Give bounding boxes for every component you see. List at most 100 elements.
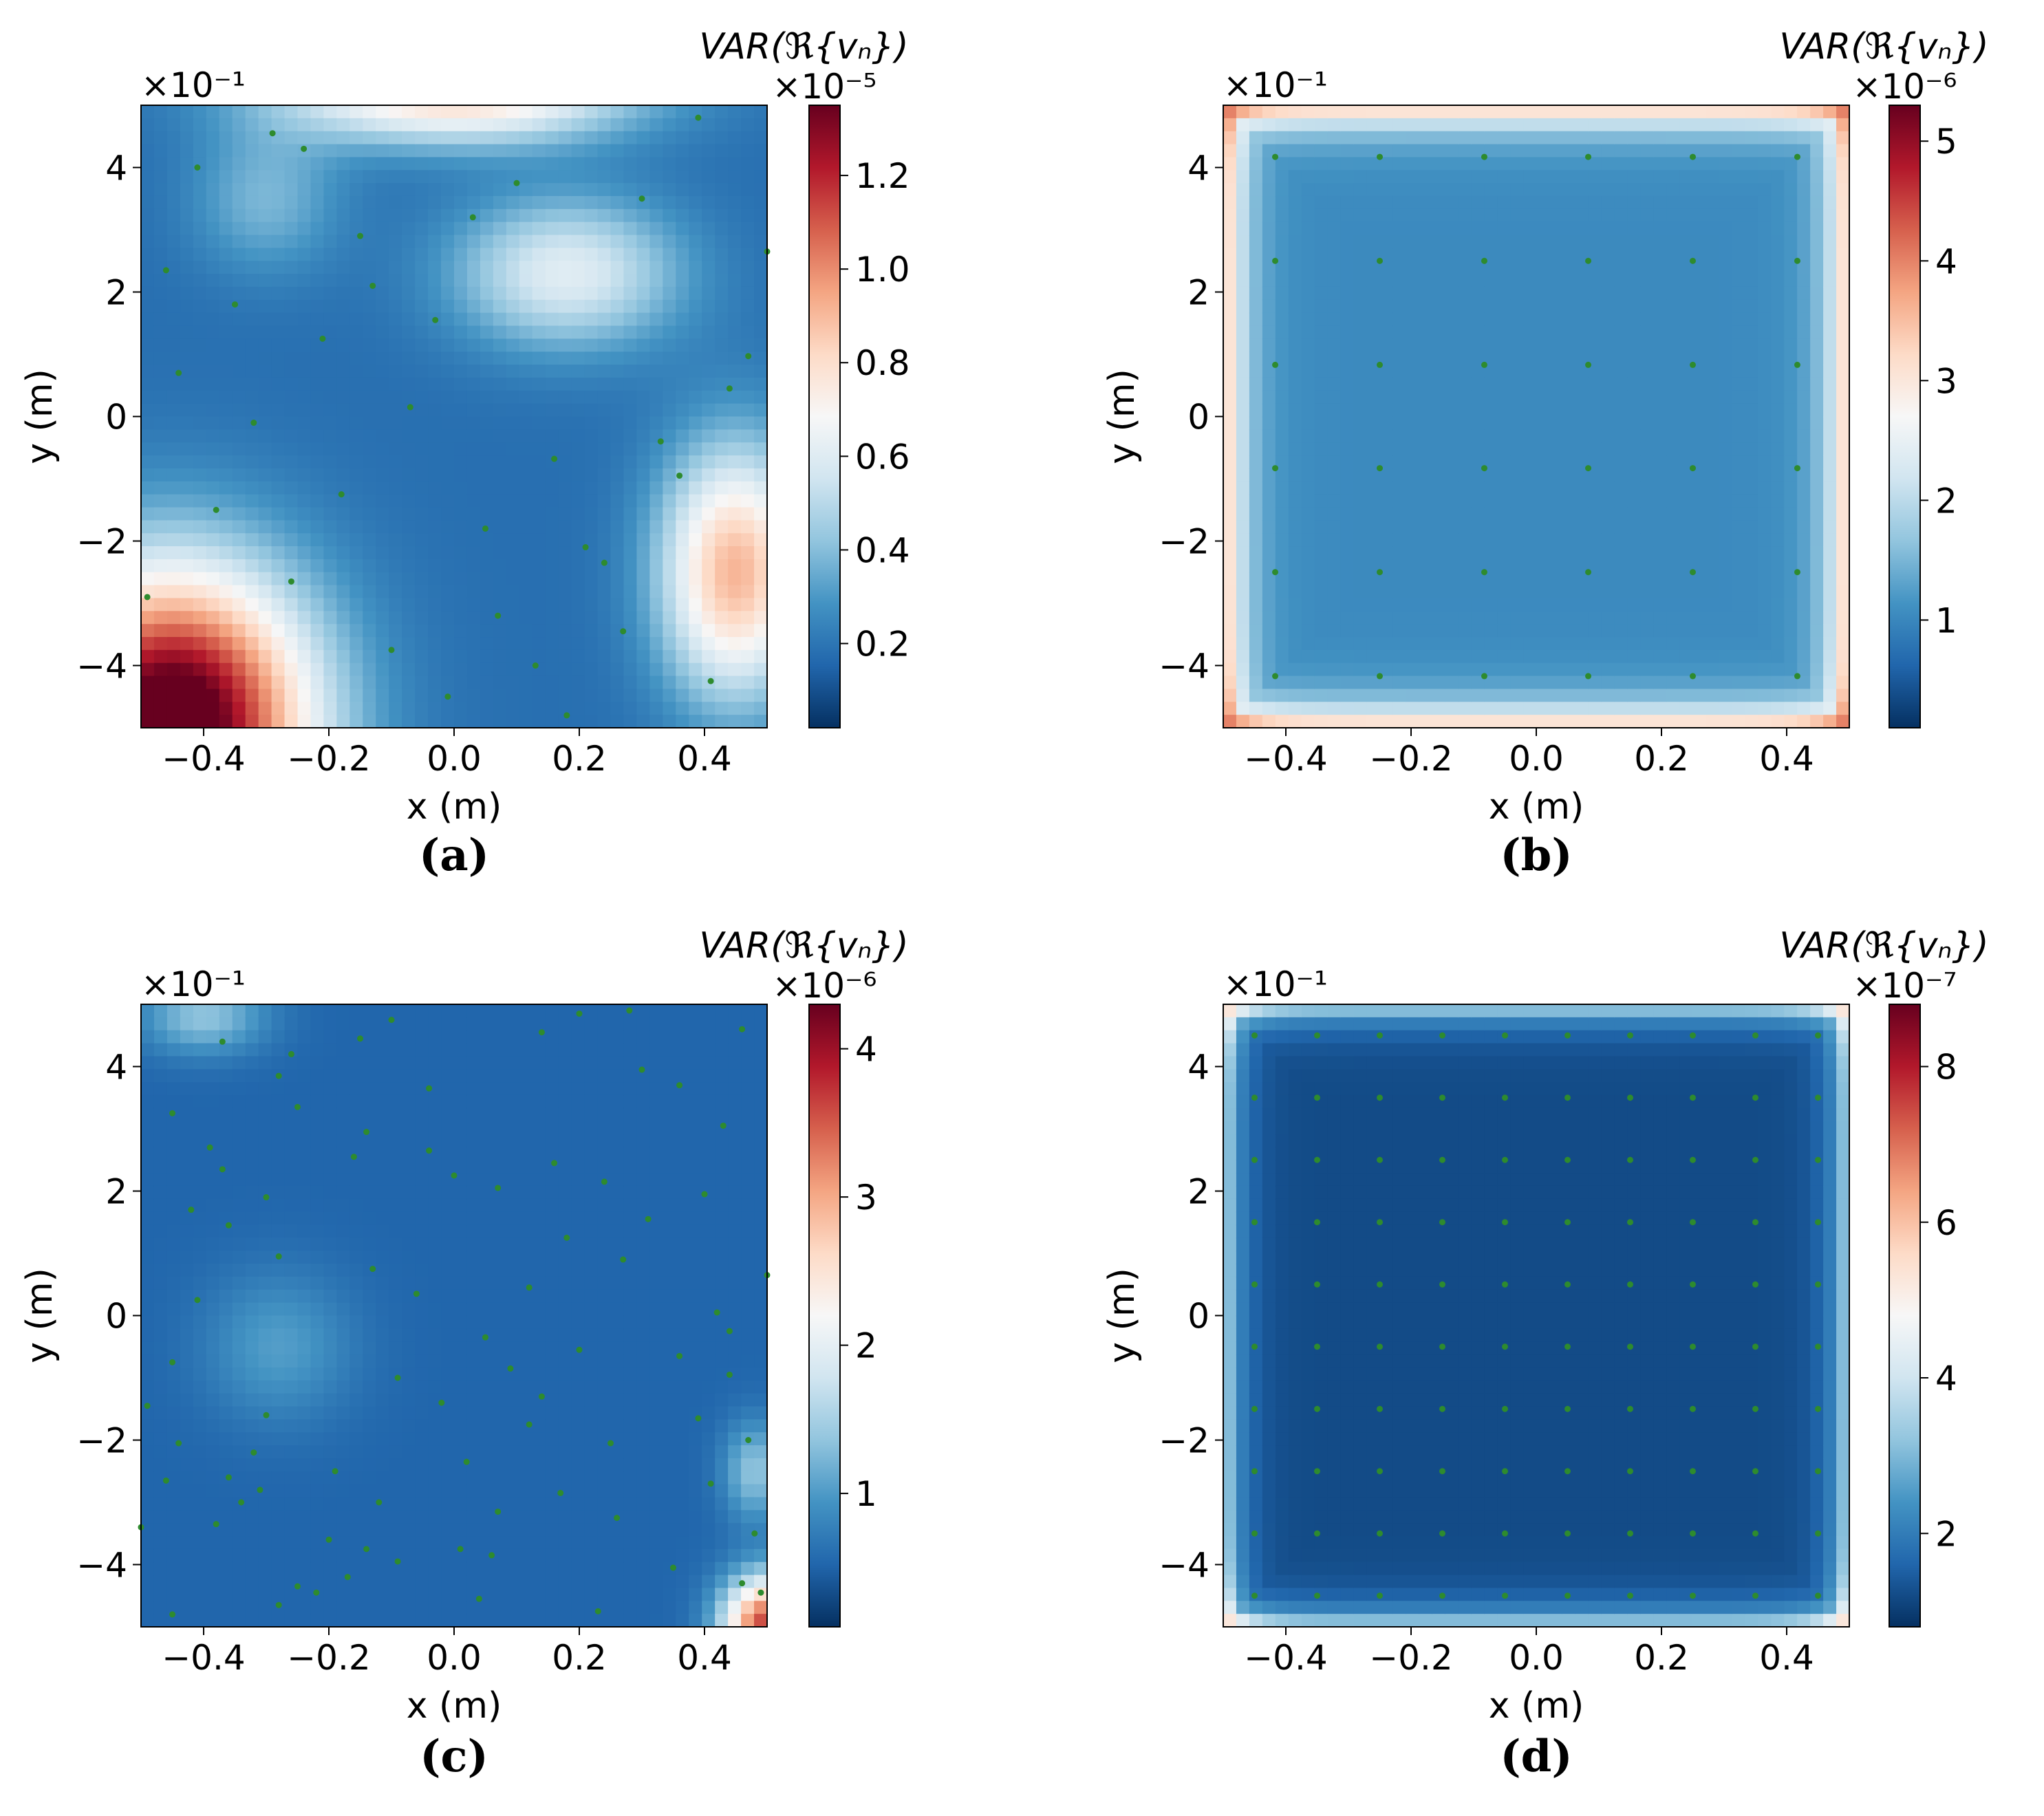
colorbar-gradient <box>808 1004 841 1628</box>
sensor-point <box>1690 1468 1696 1475</box>
sensor-point <box>213 1521 219 1528</box>
colorbar-tick-label: 6 <box>1935 1203 1957 1243</box>
x-tick-label: 0.4 <box>677 1638 732 1678</box>
sensor-point <box>576 1346 583 1353</box>
sensor-point <box>194 1297 201 1304</box>
colorbar-label: VAR(ℜ{vₙ}) <box>1779 26 1988 67</box>
sensor-point <box>726 1328 733 1334</box>
x-tick-label: −0.4 <box>1244 739 1327 779</box>
sensor-point <box>1439 1156 1445 1163</box>
sensor-point <box>1439 1219 1445 1226</box>
sensor-point <box>1752 1343 1758 1350</box>
sensor-point <box>1815 1032 1821 1039</box>
sensor-point <box>1627 1094 1633 1101</box>
sensor-point <box>1585 673 1592 680</box>
sensor-point <box>1564 1468 1571 1475</box>
sensor-point <box>495 1509 502 1515</box>
sensor-point <box>301 145 308 152</box>
sensor-point <box>1752 1592 1758 1599</box>
sensor-point <box>357 1035 363 1042</box>
y-tick-label: 0 <box>105 398 127 437</box>
sensor-point <box>1502 1032 1508 1039</box>
sensor-point <box>288 578 294 585</box>
y-tick-label: 0 <box>1187 398 1209 437</box>
y-tick-label: 2 <box>105 273 127 313</box>
sensor-point <box>1481 673 1487 680</box>
sensor-point <box>1502 1156 1508 1163</box>
sensor-point <box>676 1352 683 1359</box>
sensor-point <box>745 353 752 360</box>
sensor-point <box>1815 1281 1821 1288</box>
sensor-point <box>1564 1530 1571 1537</box>
x-tick-label: 0.4 <box>1759 739 1814 779</box>
sensor-point <box>169 1611 175 1618</box>
colorbar-tick-label: 1.0 <box>855 250 910 290</box>
colorbar-tick-label: 3 <box>855 1178 877 1218</box>
sensor-points <box>1272 153 1800 680</box>
sensor-point <box>1690 1219 1696 1226</box>
y-tick-label: 0 <box>105 1297 127 1337</box>
sensor-point <box>1690 1592 1696 1599</box>
sensor-point <box>275 1253 282 1260</box>
sensor-point <box>1314 1281 1320 1288</box>
sensor-point <box>482 525 488 532</box>
colorbar-tick-label: 8 <box>1935 1048 1957 1088</box>
sensor-point <box>1627 1530 1633 1537</box>
sensor-point <box>513 180 520 186</box>
sensor-point <box>1251 1032 1258 1039</box>
sensor-point <box>1794 361 1800 368</box>
sensor-point <box>601 559 607 566</box>
sensor-point <box>495 612 502 619</box>
sensor-point <box>263 1194 270 1201</box>
sensor-point <box>188 1207 195 1213</box>
sensor-point <box>1690 673 1696 680</box>
sensor-point <box>257 1487 263 1493</box>
sensor-point <box>1377 465 1383 472</box>
sensor-point <box>225 1474 232 1481</box>
x-tick-label: 0.2 <box>552 739 607 779</box>
x-tick-label: 0.2 <box>1634 739 1689 779</box>
sensor-point <box>1564 1094 1571 1101</box>
sensor-point <box>1481 569 1487 576</box>
x-tick-label: 0.4 <box>677 739 732 779</box>
sensor-point <box>1377 361 1383 368</box>
heatmap-field <box>1223 105 1850 728</box>
sensor-point <box>350 1154 357 1160</box>
sensor-point <box>482 1334 488 1341</box>
panel-a: −0.4 −0.2 0.0 0.2 0.4 −4 −2 0 2 4 x (m) y (m) ×10⁻¹ 0… <box>19 26 910 881</box>
sensor-point <box>1794 465 1800 472</box>
sensor-point <box>1627 1219 1633 1226</box>
sensor-point <box>563 1234 570 1241</box>
sensor-point <box>1377 1592 1383 1599</box>
sensor-point <box>1439 1530 1445 1537</box>
sensor-point <box>657 438 664 445</box>
panel-label: (d) <box>1500 1731 1572 1782</box>
sensor-point <box>1815 1156 1821 1163</box>
sensor-point <box>250 420 257 426</box>
sensor-point <box>1815 1592 1821 1599</box>
sensor-point <box>250 1449 257 1456</box>
sensor-point <box>607 1440 614 1447</box>
sensor-point <box>275 1072 282 1079</box>
sensor-point <box>1314 1468 1320 1475</box>
y-tick-label: −4 <box>1159 647 1209 687</box>
sensor-point <box>1314 1032 1320 1039</box>
sensor-point <box>162 1477 169 1484</box>
sensor-point <box>726 385 733 392</box>
sensor-point <box>720 1122 727 1129</box>
sensor-point <box>1272 153 1279 160</box>
sensor-point <box>1752 1468 1758 1475</box>
sensor-points <box>144 114 771 719</box>
sensor-point <box>1314 1094 1320 1101</box>
sensor-point <box>1627 1405 1633 1412</box>
panel-label: (a) <box>419 830 489 881</box>
sensor-point <box>1314 1530 1320 1537</box>
sensor-point <box>1314 1219 1320 1226</box>
sensor-point <box>1314 1405 1320 1412</box>
colorbar-label: VAR(ℜ{vₙ}) <box>1779 925 1988 966</box>
sensor-point <box>551 1160 558 1167</box>
sensor-point <box>394 1374 401 1381</box>
panel-label: (c) <box>420 1731 488 1782</box>
sensor-point <box>219 1038 226 1045</box>
